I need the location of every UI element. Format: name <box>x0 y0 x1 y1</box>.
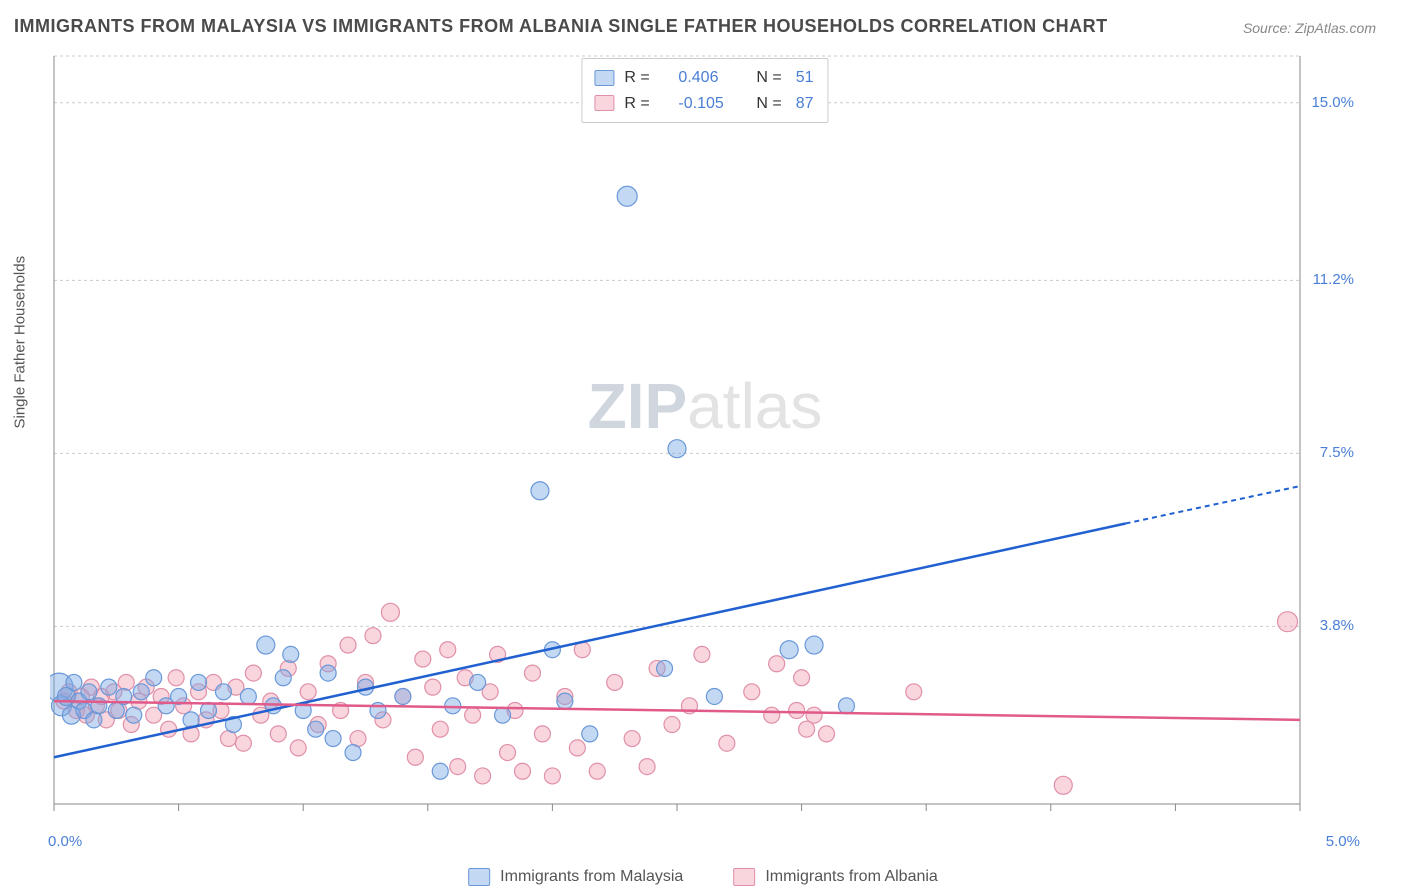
swatch-malaysia-icon <box>468 868 490 886</box>
legend-label-albania: Immigrants from Albania <box>765 868 938 886</box>
r-value-albania: -0.105 <box>678 91 738 117</box>
swatch-albania-icon <box>594 95 614 111</box>
x-axis-min: 0.0% <box>48 833 82 850</box>
legend-label-malaysia: Immigrants from Malaysia <box>500 868 683 886</box>
source-attribution: Source: ZipAtlas.com <box>1243 20 1376 36</box>
r-label: R = <box>624 65 664 91</box>
swatch-albania-icon <box>733 868 755 886</box>
legend-item-albania: Immigrants from Albania <box>733 868 938 886</box>
chart-container: IMMIGRANTS FROM MALAYSIA VS IMMIGRANTS F… <box>0 0 1406 892</box>
plot-area: ZIPatlas R = 0.406 N = 51 R = -0.105 N =… <box>50 52 1360 822</box>
x-axis-max: 5.0% <box>1326 833 1360 850</box>
stats-row-malaysia: R = 0.406 N = 51 <box>594 65 813 91</box>
r-label: R = <box>624 91 664 117</box>
scatter-chart-svg <box>50 52 1360 822</box>
n-label: N = <box>756 91 781 117</box>
n-value-albania: 87 <box>796 91 814 117</box>
n-value-malaysia: 51 <box>796 65 814 91</box>
stats-legend-box: R = 0.406 N = 51 R = -0.105 N = 87 <box>581 58 828 123</box>
swatch-malaysia-icon <box>594 70 614 86</box>
n-label: N = <box>756 65 781 91</box>
series-legend: Immigrants from Malaysia Immigrants from… <box>468 868 938 886</box>
r-value-malaysia: 0.406 <box>678 65 738 91</box>
chart-title: IMMIGRANTS FROM MALAYSIA VS IMMIGRANTS F… <box>14 16 1108 37</box>
y-axis-label: Single Father Households <box>12 256 29 429</box>
stats-row-albania: R = -0.105 N = 87 <box>594 91 813 117</box>
legend-item-malaysia: Immigrants from Malaysia <box>468 868 683 886</box>
